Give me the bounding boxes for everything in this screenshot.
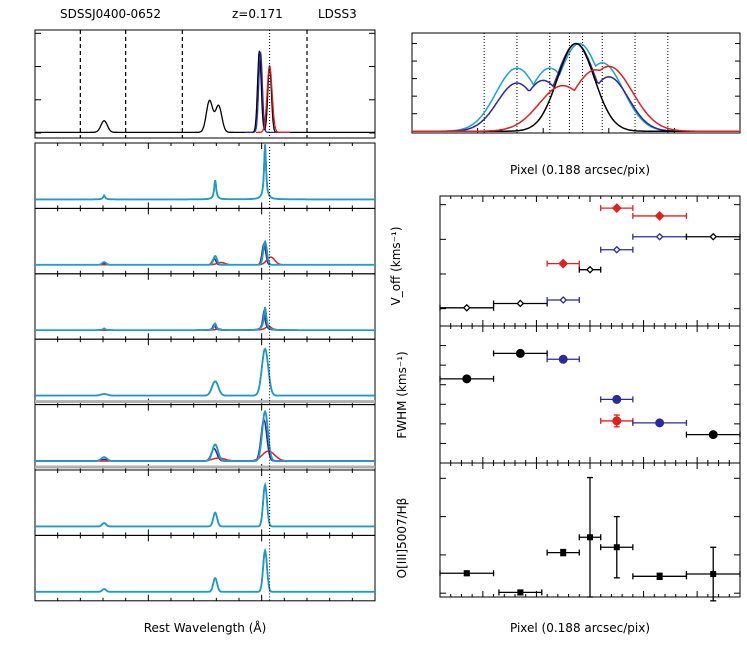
profile-frame [411,32,741,134]
data-point [613,544,620,551]
aperture-total-line [35,306,375,331]
data-point [655,418,665,428]
data-point [560,549,567,556]
aperture-fit-line [35,409,375,462]
data-point [612,394,622,404]
data-point [517,589,524,596]
aperture-total-line [35,144,375,201]
aperture-fit-line [35,306,375,332]
data-point [463,570,470,577]
aperture-red-component [35,450,375,462]
aperture-total-line [35,548,375,593]
fwhm-panel: FWHM (kms⁻¹) [395,325,741,464]
aperture-blue-component [35,242,375,266]
fwhm-y-label: FWHM (kms⁻¹) [395,351,409,438]
profile-panel: Pixel (0.188 arcsec/pix) [411,32,741,177]
spectrum-total-line [35,50,375,134]
aperture-fit-line [35,347,375,397]
data-point [655,232,664,241]
data-point [656,573,663,580]
data-point [709,232,718,241]
data-point [654,211,665,221]
aperture-panel-frame [34,534,376,602]
aperture-total-line [35,409,375,462]
data-point [710,571,717,578]
profile-x-label: Pixel (0.188 arcsec/pix) [510,163,650,177]
data-point [611,203,622,214]
spectra-x-label: Rest Wavelength (Å) [144,620,267,635]
data-point [516,299,525,308]
spectrum-blue-component [244,51,279,134]
data-point [612,416,622,426]
aperture-fit-line [35,239,375,266]
data-point [558,354,568,364]
voff-panel: V_off (kms⁻¹) [389,195,741,327]
data-point [587,534,593,541]
spectra-figure: SDSSJ0400-0652 z=0.171 LDSS3 Rest Wavele… [34,7,376,635]
aperture-fit-line [35,482,375,528]
title-instrument: LDSS3 [318,7,357,21]
profile-series-red [412,65,740,132]
data-point [708,430,718,440]
data-point [462,374,472,384]
aperture-blue-component [35,310,375,331]
aperture-red-component [35,256,375,266]
ratio-y-label: O[III]5007/Hβ [395,498,409,579]
g-fwhm-frame [439,325,741,464]
data-point [612,245,621,254]
aperture-total-line [35,347,375,397]
ratio-panel: O[III]5007/Hβ Pixel (0.188 arcsec/pix) [395,462,741,635]
spectra-top-frame [34,29,376,139]
aperture-blue-component [35,418,375,462]
title-redshift: z=0.171 [232,7,283,21]
spectrum-red-component [256,64,290,134]
aperture-total-line [35,240,375,266]
title-object: SDSSJ0400-0652 [60,7,161,21]
data-point [462,303,471,312]
ratio-x-label: Pixel (0.188 arcsec/pix) [510,621,650,635]
data-point [586,265,594,274]
g-voff-frame [439,195,741,327]
data-point [558,258,569,269]
aperture-total-line [35,482,375,528]
aperture-fit-line [35,547,375,593]
voff-y-label: V_off (kms⁻¹) [389,226,403,305]
aperture-fit-line [35,144,375,201]
data-point [559,296,568,304]
data-point [515,348,525,358]
